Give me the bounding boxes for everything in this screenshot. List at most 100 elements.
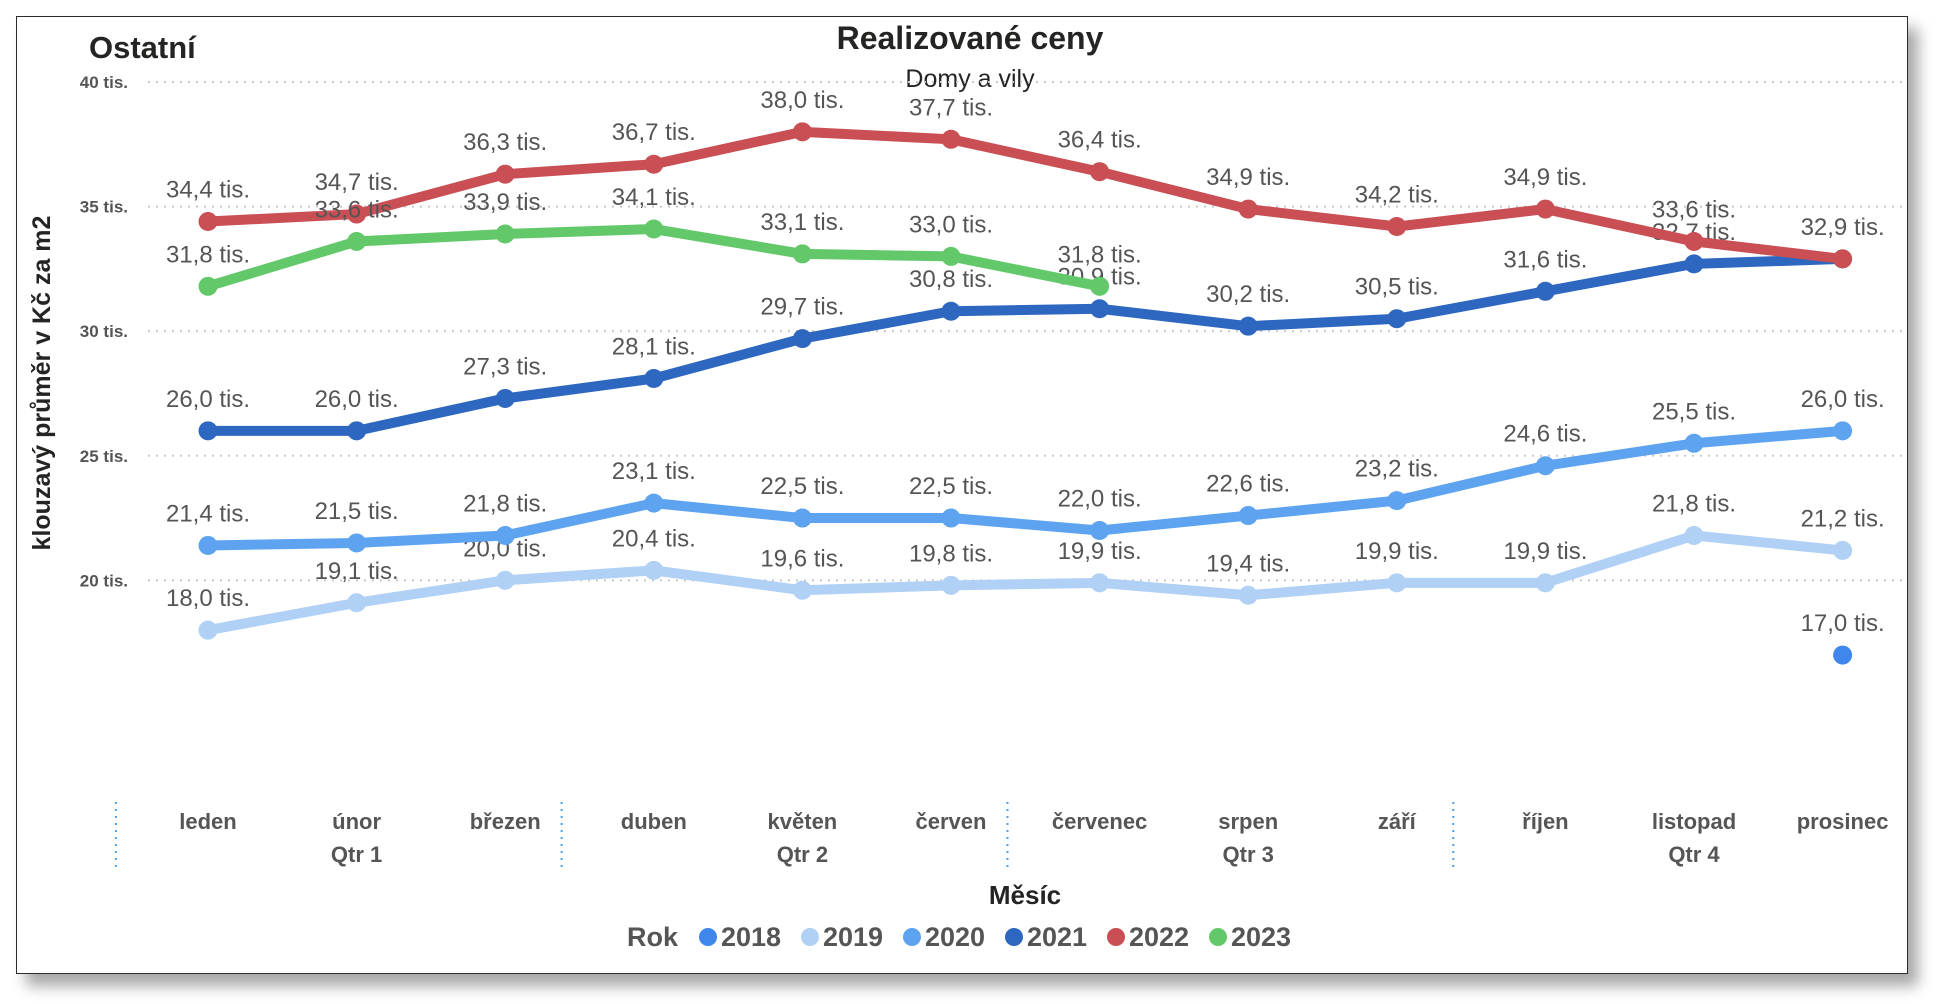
data-point-2020 bbox=[941, 508, 961, 528]
data-label-2020: 22,0 tis. bbox=[1058, 486, 1142, 513]
data-point-2018 bbox=[1833, 645, 1853, 665]
data-point-2020 bbox=[1090, 521, 1110, 540]
data-label-2022: 33,6 tis. bbox=[1652, 196, 1736, 223]
data-label-2021: 26,0 tis. bbox=[166, 386, 250, 413]
data-point-2023 bbox=[644, 219, 664, 239]
y-axis-title: klouzavý průměr v Kč za m2 bbox=[28, 216, 56, 551]
data-label-2023: 33,0 tis. bbox=[909, 211, 993, 238]
data-point-2022 bbox=[1387, 217, 1407, 237]
legend-label-2018: 2018 bbox=[721, 922, 781, 952]
data-point-2021 bbox=[347, 421, 367, 441]
legend-marker-2018 bbox=[699, 928, 717, 946]
data-label-2019: 19,9 tis. bbox=[1503, 538, 1587, 565]
x-tick-label: červenec bbox=[1052, 809, 1147, 834]
data-point-2020 bbox=[792, 508, 812, 528]
data-label-2019: 19,4 tis. bbox=[1206, 550, 1290, 577]
y-tick-label: 30 tis. bbox=[80, 322, 128, 341]
data-label-2019: 20,4 tis. bbox=[612, 525, 696, 552]
x-tick-label: únor bbox=[332, 809, 381, 834]
data-label-2020: 25,5 tis. bbox=[1652, 398, 1736, 425]
data-point-2019 bbox=[644, 560, 664, 580]
data-point-2023 bbox=[941, 246, 961, 266]
data-point-2021 bbox=[1090, 299, 1110, 319]
series-line-2020 bbox=[203, 425, 1848, 551]
x-axis-title: Měsíc bbox=[989, 880, 1061, 910]
y-tick-label: 25 tis. bbox=[80, 447, 128, 466]
data-label-2021: 30,2 tis. bbox=[1206, 281, 1290, 308]
data-point-2020 bbox=[347, 533, 367, 553]
data-label-2022: 34,7 tis. bbox=[315, 169, 399, 196]
legend-marker-2023 bbox=[1209, 928, 1227, 946]
legend-title: Rok bbox=[627, 922, 679, 952]
y-tick-label: 35 tis. bbox=[80, 198, 128, 217]
data-label-2022: 34,4 tis. bbox=[166, 177, 250, 204]
chart-subtitle: Domy a vily bbox=[905, 65, 1035, 93]
data-label-2022: 36,3 tis. bbox=[463, 129, 547, 156]
x-tick-label: březen bbox=[470, 809, 541, 834]
data-label-2021: 26,0 tis. bbox=[315, 386, 399, 413]
data-label-2021: 31,6 tis. bbox=[1503, 246, 1587, 273]
data-point-2021 bbox=[941, 301, 961, 321]
data-label-2020: 26,0 tis. bbox=[1801, 386, 1885, 413]
data-point-2020 bbox=[495, 525, 515, 545]
data-label-2022: 34,2 tis. bbox=[1355, 182, 1439, 209]
y-tick-label: 20 tis. bbox=[80, 571, 128, 590]
data-point-2022 bbox=[1833, 249, 1853, 269]
data-label-2019: 19,1 tis. bbox=[315, 558, 399, 585]
x-tick-label: listopad bbox=[1652, 809, 1736, 834]
data-point-2019 bbox=[198, 620, 218, 640]
data-point-2019 bbox=[347, 593, 367, 613]
data-point-2019 bbox=[941, 575, 961, 595]
data-point-2021 bbox=[644, 369, 664, 389]
quarter-label: Qtr 4 bbox=[1668, 842, 1720, 867]
data-label-2020: 22,5 tis. bbox=[909, 473, 993, 500]
x-tick-label: září bbox=[1378, 809, 1417, 834]
chart-title: Realizované ceny bbox=[836, 20, 1104, 56]
data-point-2022 bbox=[1535, 199, 1555, 219]
data-label-2021: 30,5 tis. bbox=[1355, 274, 1439, 301]
data-label-2020: 24,6 tis. bbox=[1503, 421, 1587, 448]
data-label-2023: 33,9 tis. bbox=[463, 189, 547, 216]
data-label-2020: 23,1 tis. bbox=[612, 458, 696, 485]
data-label-2023: 34,1 tis. bbox=[612, 184, 696, 211]
x-tick-label: květen bbox=[768, 809, 838, 834]
data-label-2021: 27,3 tis. bbox=[463, 353, 547, 380]
data-label-2023: 31,8 tis. bbox=[1058, 241, 1142, 268]
legend-label-2023: 2023 bbox=[1231, 922, 1291, 952]
chart-frame bbox=[16, 16, 1908, 974]
data-label-2022: 37,7 tis. bbox=[909, 94, 993, 121]
data-point-2021 bbox=[1238, 316, 1258, 336]
data-point-2023 bbox=[792, 244, 812, 264]
data-label-2022: 34,9 tis. bbox=[1206, 164, 1290, 191]
y-tick-label: 40 tis. bbox=[80, 73, 128, 92]
legend-label-2020: 2020 bbox=[925, 922, 985, 952]
legend-marker-2021 bbox=[1005, 928, 1023, 946]
data-point-2022 bbox=[792, 122, 812, 142]
legend-marker-2022 bbox=[1107, 928, 1125, 946]
data-label-2022: 38,0 tis. bbox=[760, 87, 844, 114]
data-point-2023 bbox=[347, 231, 367, 251]
quarter-label: Qtr 3 bbox=[1223, 842, 1274, 867]
data-label-2019: 21,2 tis. bbox=[1801, 505, 1885, 532]
data-point-2020 bbox=[1387, 491, 1407, 511]
data-point-2023 bbox=[495, 224, 515, 244]
data-point-2020 bbox=[1535, 456, 1555, 476]
data-label-2019: 21,8 tis. bbox=[1652, 490, 1736, 517]
data-point-2020 bbox=[198, 535, 218, 555]
series-line-2022 bbox=[203, 126, 1848, 264]
data-point-2022 bbox=[644, 154, 664, 174]
x-tick-label: prosinec bbox=[1797, 809, 1889, 834]
data-point-2020 bbox=[1238, 506, 1258, 526]
data-point-2022 bbox=[941, 129, 961, 149]
data-label-2019: 19,6 tis. bbox=[760, 545, 844, 572]
data-label-2019: 18,0 tis. bbox=[166, 585, 250, 612]
data-label-2022: 34,9 tis. bbox=[1503, 164, 1587, 191]
data-point-2022 bbox=[495, 164, 515, 184]
data-label-2020: 23,2 tis. bbox=[1355, 456, 1439, 483]
data-label-2023: 33,1 tis. bbox=[760, 209, 844, 236]
data-label-2023: 31,8 tis. bbox=[166, 241, 250, 268]
x-tick-label: říjen bbox=[1522, 809, 1568, 834]
data-label-2020: 21,4 tis. bbox=[166, 500, 250, 527]
data-point-2021 bbox=[495, 388, 515, 408]
corner-title: Ostatní bbox=[89, 30, 196, 65]
